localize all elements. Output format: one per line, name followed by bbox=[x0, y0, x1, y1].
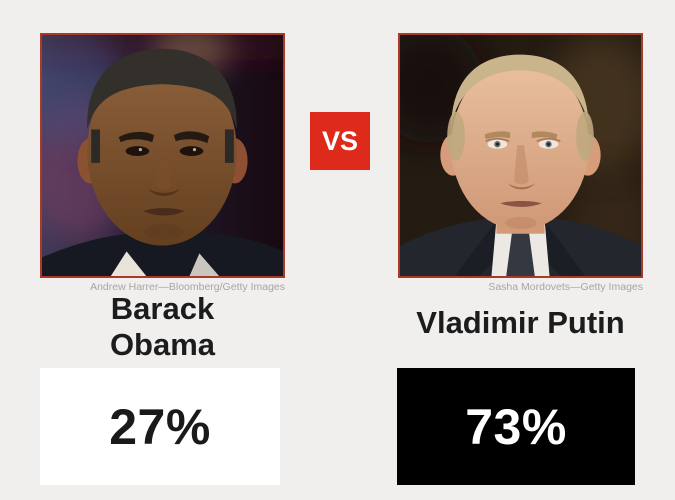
obama-photo bbox=[40, 33, 285, 278]
obama-photo-credit: Andrew Harrer—Bloomberg/Getty Images bbox=[90, 281, 285, 293]
obama-portrait-illustration bbox=[42, 35, 283, 276]
obama-percent: 27% bbox=[109, 398, 211, 455]
obama-score-box: 27% bbox=[40, 368, 280, 485]
putin-percent: 73% bbox=[465, 398, 567, 455]
putin-photo bbox=[398, 33, 643, 278]
putin-score-box: 73% bbox=[397, 368, 635, 485]
putin-photo-credit: Sasha Mordovets—Getty Images bbox=[488, 281, 643, 293]
obama-name: Barack Obama bbox=[109, 291, 216, 362]
vs-badge: VS bbox=[310, 112, 370, 170]
putin-portrait-illustration bbox=[400, 35, 641, 276]
putin-name: Vladimir Putin bbox=[416, 305, 625, 340]
vs-label: VS bbox=[321, 125, 359, 156]
